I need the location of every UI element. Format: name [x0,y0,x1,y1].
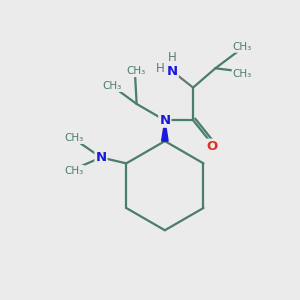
Text: H: H [168,51,177,64]
Text: H: H [155,62,164,75]
Text: N: N [95,151,106,164]
Text: O: O [206,140,218,153]
Text: CH₃: CH₃ [232,69,252,79]
Polygon shape [162,120,168,141]
Text: N: N [159,114,170,127]
Text: N: N [167,65,178,78]
Text: CH₃: CH₃ [126,66,146,76]
Text: CH₃: CH₃ [64,133,84,143]
Text: CH₃: CH₃ [103,81,122,91]
Text: CH₃: CH₃ [232,42,252,52]
Text: CH₃: CH₃ [64,166,84,176]
